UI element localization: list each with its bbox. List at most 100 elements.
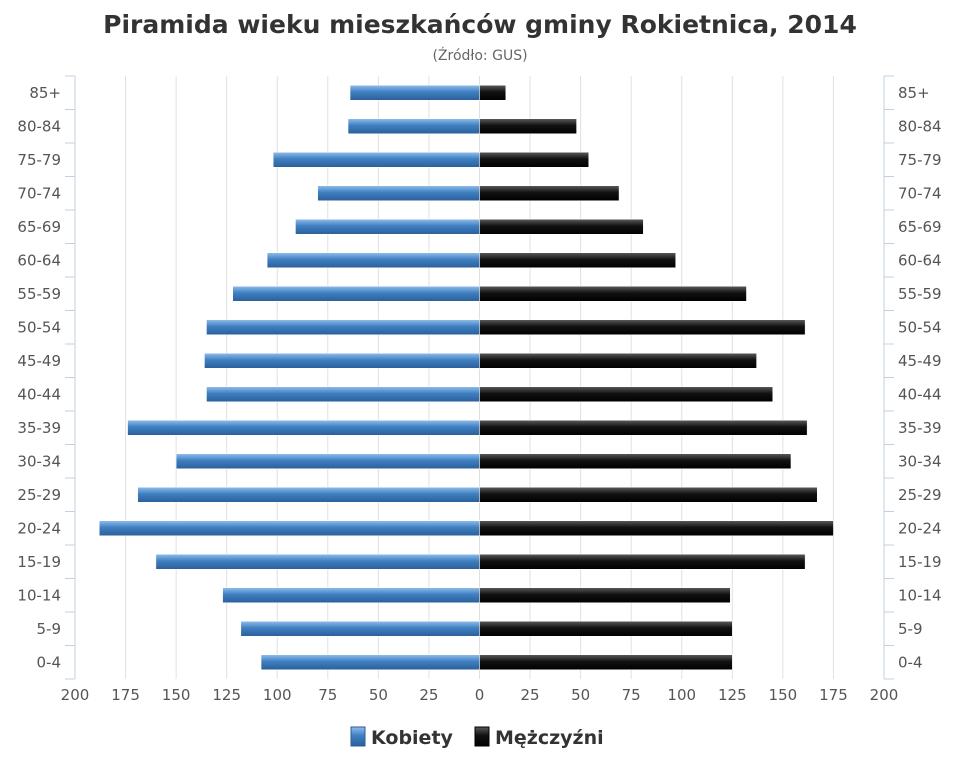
category-label-right: 80-84 — [898, 117, 942, 135]
bar-kobiety — [347, 118, 480, 134]
bar-mezczyzni — [479, 420, 808, 436]
bar-kobiety — [155, 554, 480, 570]
bar-mezczyzni — [479, 118, 577, 134]
x-tick-label: 75 — [622, 686, 641, 704]
legend-label-kobiety: Kobiety — [371, 727, 454, 749]
legend: Kobiety Mężczyźni — [350, 726, 604, 749]
bar-mezczyzni — [479, 219, 644, 235]
category-label-right: 85+ — [898, 84, 930, 102]
category-label-left: 20-24 — [17, 519, 61, 537]
x-tick-label: 200 — [870, 686, 899, 704]
bar-mezczyzni — [479, 185, 620, 201]
x-tick-label: 25 — [521, 686, 540, 704]
category-label-right: 25-29 — [898, 486, 942, 504]
bar-kobiety — [99, 520, 480, 536]
x-tick-label: 50 — [571, 686, 590, 704]
category-label-right: 15-19 — [898, 553, 942, 571]
bar-kobiety — [222, 587, 480, 603]
bar-mezczyzni — [479, 85, 507, 101]
category-label-right: 30-34 — [898, 452, 942, 470]
x-tick-label: 175 — [819, 686, 848, 704]
x-tick-label: 150 — [162, 686, 191, 704]
bar-mezczyzni — [479, 654, 733, 670]
bar-kobiety — [232, 286, 480, 302]
category-label-right: 60-64 — [898, 251, 942, 269]
category-label-left: 5-9 — [37, 620, 62, 638]
bar-mezczyzni — [479, 319, 806, 335]
legend-swatch-mezczyzni — [474, 726, 490, 747]
bar-kobiety — [272, 152, 480, 168]
category-label-right: 70-74 — [898, 184, 942, 202]
category-label-left: 40-44 — [17, 385, 61, 403]
bar-kobiety — [206, 319, 480, 335]
category-label-right: 55-59 — [898, 285, 942, 303]
bar-kobiety — [240, 621, 480, 637]
category-label-left: 55-59 — [17, 285, 61, 303]
bar-mezczyzni — [479, 353, 757, 369]
x-tick-label: 0 — [475, 686, 485, 704]
category-label-right: 35-39 — [898, 419, 942, 437]
bar-kobiety — [349, 85, 480, 101]
chart-title: Piramida wieku mieszkańców gminy Rokietn… — [103, 10, 857, 39]
x-tick-label: 25 — [419, 686, 438, 704]
category-label-right: 10-14 — [898, 586, 942, 604]
bar-mezczyzni — [479, 252, 676, 268]
x-tick-label: 150 — [769, 686, 798, 704]
x-tick-label: 175 — [111, 686, 140, 704]
category-label-left: 45-49 — [17, 352, 61, 370]
bar-mezczyzni — [479, 554, 806, 570]
bar-kobiety — [175, 453, 480, 469]
category-label-left: 60-64 — [17, 251, 61, 269]
bar-mezczyzni — [479, 621, 733, 637]
legend-item-kobiety[interactable]: Kobiety — [350, 726, 454, 749]
category-label-right: 50-54 — [898, 318, 942, 336]
x-tick-label: 125 — [718, 686, 747, 704]
bar-mezczyzni — [479, 386, 774, 402]
category-label-right: 40-44 — [898, 385, 942, 403]
bar-kobiety — [206, 386, 480, 402]
bar-kobiety — [260, 654, 480, 670]
bar-kobiety — [204, 353, 480, 369]
category-label-left: 75-79 — [17, 151, 61, 169]
bar-mezczyzni — [479, 152, 589, 168]
category-label-left: 0-4 — [37, 653, 62, 671]
category-label-right: 5-9 — [898, 620, 923, 638]
category-label-right: 45-49 — [898, 352, 942, 370]
x-tick-label: 200 — [61, 686, 90, 704]
bar-kobiety — [266, 252, 480, 268]
x-tick-label: 100 — [263, 686, 292, 704]
category-label-left: 70-74 — [17, 184, 61, 202]
bar-mezczyzni — [479, 587, 731, 603]
x-tick-label: 75 — [318, 686, 337, 704]
legend-swatch-kobiety — [350, 726, 366, 747]
category-label-right: 0-4 — [898, 653, 923, 671]
chart-subtitle: (Źródło: GUS) — [432, 46, 527, 64]
category-label-left: 50-54 — [17, 318, 61, 336]
category-label-right: 75-79 — [898, 151, 942, 169]
bar-mezczyzni — [479, 487, 818, 503]
category-label-left: 30-34 — [17, 452, 61, 470]
x-tick-label: 50 — [369, 686, 388, 704]
category-label-left: 85+ — [29, 84, 61, 102]
legend-item-mezczyzni[interactable]: Mężczyźni — [474, 726, 604, 749]
bar-kobiety — [127, 420, 480, 436]
x-tick-label: 125 — [212, 686, 241, 704]
x-tick-label: 100 — [667, 686, 696, 704]
bar-mezczyzni — [479, 453, 792, 469]
category-label-left: 10-14 — [17, 586, 61, 604]
plot-area: 85+ 85+ 80-84 80-84 75-79 75-79 70-74 70-74 65-6… — [17, 75, 942, 704]
category-label-left: 35-39 — [17, 419, 61, 437]
bar-kobiety — [137, 487, 480, 503]
category-label-right: 20-24 — [898, 519, 942, 537]
bar-kobiety — [295, 219, 480, 235]
category-label-left: 65-69 — [17, 218, 61, 236]
legend-label-mezczyzni: Mężczyźni — [495, 727, 604, 749]
category-label-left: 80-84 — [17, 117, 61, 135]
bar-kobiety — [317, 185, 480, 201]
bar-mezczyzni — [479, 286, 747, 302]
category-label-right: 65-69 — [898, 218, 942, 236]
category-label-left: 25-29 — [17, 486, 61, 504]
bar-mezczyzni — [479, 520, 834, 536]
category-label-left: 15-19 — [17, 553, 61, 571]
